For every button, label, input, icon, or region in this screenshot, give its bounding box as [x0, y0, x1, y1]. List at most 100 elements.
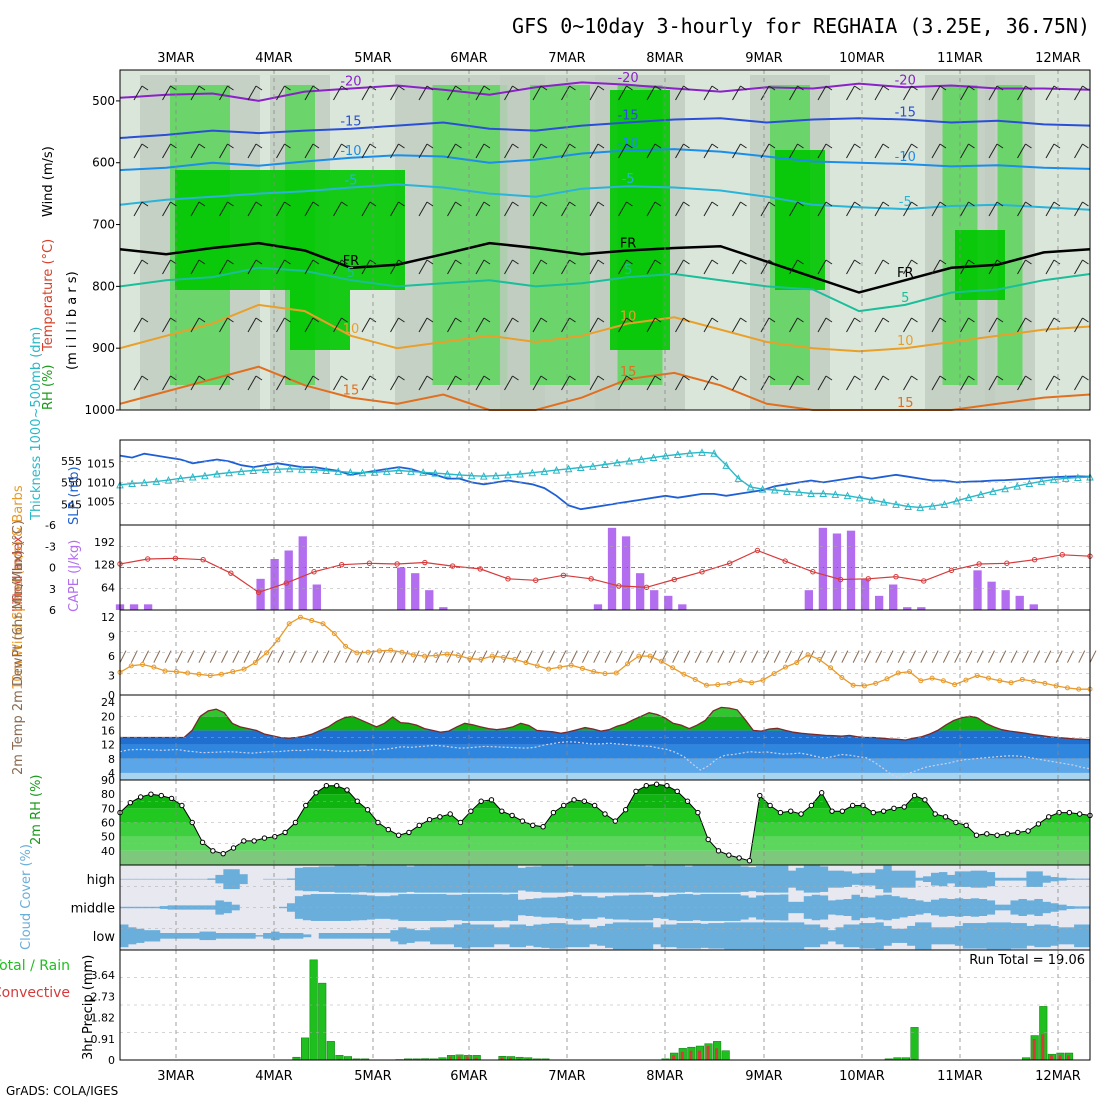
rh-marker	[1067, 810, 1071, 814]
rh-marker	[644, 783, 648, 787]
rh-marker	[1047, 815, 1051, 819]
rh-marker	[1077, 812, 1081, 816]
cloud-bar-low	[796, 922, 804, 949]
rh-marker	[634, 789, 638, 793]
cloud-bar-low	[629, 922, 637, 949]
cloud-bar-low	[923, 922, 931, 949]
wind-barb-10m	[1090, 651, 1096, 663]
cloud-bar-high	[764, 866, 772, 893]
cape-bar	[889, 585, 897, 611]
cloud-bar-low	[215, 933, 223, 939]
rh-marker	[262, 836, 266, 840]
cloud-bar-low	[820, 927, 828, 944]
precip-total-bar	[722, 1051, 730, 1060]
cloud-bar-low	[160, 933, 168, 939]
cloud-bar-low	[772, 922, 780, 949]
ylabel-slp-text: SLP (mb)	[67, 466, 82, 525]
cloud-bar-high	[382, 866, 390, 893]
cloud-bar-high	[486, 866, 494, 893]
ylabel-upper-air: RH (%)Temperature (°C)Wind (m/s)(m i l l…	[41, 146, 80, 410]
contour-label: 5	[901, 291, 909, 306]
cloud-bar-high	[828, 871, 836, 888]
cloud-bar-high	[629, 866, 637, 893]
cloud-bar-high	[748, 867, 756, 891]
cloud-bar-high	[955, 871, 963, 887]
rh-marker	[273, 834, 277, 838]
precip-convective-bar	[681, 1052, 684, 1060]
day-label-top: 4MAR	[255, 51, 292, 66]
cloud-bar-high	[796, 868, 804, 891]
contour-label: 15	[897, 396, 914, 411]
ylabel-cape-text: CAPE (J/kg)	[67, 540, 82, 612]
cloud-bar-high	[565, 866, 573, 892]
legend-total-rain: Total / Rain	[0, 958, 70, 974]
cloud-bar-low	[327, 933, 335, 939]
cloud-bar-high	[184, 879, 192, 880]
y-tick-label: 1000	[84, 403, 115, 417]
cloud-bar-low	[1074, 925, 1082, 948]
cloud-bar-high	[1082, 879, 1090, 880]
cape-bar	[299, 536, 307, 610]
cloud-bar-high	[502, 866, 510, 893]
day-label-bottom: 3MAR	[157, 1069, 194, 1084]
rh-marker	[138, 795, 142, 799]
cloud-bar-high	[1010, 878, 1018, 881]
cloud-bar-high	[732, 866, 740, 893]
cloud-bar-low	[844, 925, 852, 948]
cloud-bar-high	[414, 866, 422, 893]
cloud-bar-low	[661, 925, 669, 948]
y-tick-label: 9	[108, 631, 115, 644]
cloud-bar-low	[295, 933, 303, 939]
cloud-bar-low	[430, 927, 438, 944]
precip-convective-bar	[1033, 1039, 1036, 1060]
rh-marker	[830, 809, 834, 813]
cloud-bar-high	[438, 866, 446, 893]
cloud-bar-high	[303, 867, 311, 891]
cloud-bar-low	[239, 933, 247, 939]
cloud-bar-low	[756, 922, 764, 949]
cloud-bar-high	[200, 879, 208, 880]
cloud-bar-high	[446, 866, 454, 893]
cloud-bar-low	[613, 922, 621, 949]
cape-bar	[636, 573, 644, 610]
cloud-bar-low	[971, 923, 979, 949]
cloud-bar-high	[454, 866, 462, 893]
ylabel-temp: 2m Temp 2m DewPt (6hr Min/Max) (°C)	[11, 520, 26, 775]
contour-label: 5	[624, 263, 632, 278]
rh-marker	[252, 839, 256, 843]
y-tick-label-slp: 1015	[87, 457, 115, 470]
rh-band-dark	[775, 150, 825, 290]
cape-bar	[875, 596, 883, 610]
cloud-bar-high	[645, 866, 653, 892]
cloud-bar-high	[669, 866, 677, 893]
li-line	[120, 551, 1090, 593]
cloud-bar-high	[422, 866, 430, 893]
rh-marker	[149, 792, 153, 796]
cloud-bar-low	[263, 933, 271, 939]
contour-label: -5	[622, 172, 635, 187]
rh-marker	[386, 827, 390, 831]
cape-bar	[144, 604, 152, 610]
rh-marker	[809, 803, 813, 807]
cloud-bar-low	[700, 924, 708, 948]
cloud-bar-low	[891, 929, 899, 943]
cloud-bar-high	[780, 866, 788, 893]
cloud-bar-low	[605, 924, 613, 948]
rh-marker	[820, 791, 824, 795]
cloud-bar-low	[136, 929, 144, 943]
y-tick-label: 800	[92, 279, 115, 293]
rh-marker	[985, 832, 989, 836]
y-tick-label-cape: 64	[101, 581, 115, 594]
cloud-bar-low	[279, 933, 287, 939]
rh-band	[120, 851, 1090, 865]
cloud-bar-high	[374, 866, 382, 893]
precip-convective-bar	[672, 1055, 675, 1060]
day-label-bottom: 12MAR	[1035, 1069, 1081, 1084]
cloud-bar-low	[987, 922, 995, 949]
ylabel-thickness-text: Thickness 1000~500mb (dm)	[29, 327, 44, 521]
precip-convective-bar	[689, 1051, 692, 1060]
cloud-bar-low	[382, 933, 390, 939]
rh-marker	[789, 809, 793, 813]
ylabel-precip-text: 3hr Precip (mm)	[81, 955, 96, 1060]
cloud-bar-high	[295, 868, 303, 891]
